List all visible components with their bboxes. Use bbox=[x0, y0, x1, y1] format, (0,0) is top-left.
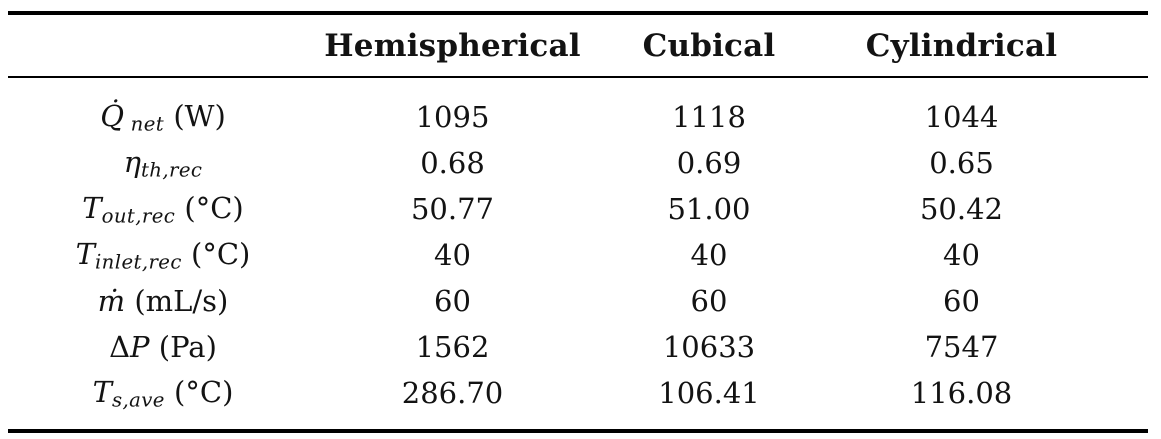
label-part-sub: s,ave bbox=[111, 388, 165, 412]
row-label-net-heat-rate: Q̇ net (W) bbox=[8, 77, 318, 140]
column-header-cubical: Cubical bbox=[587, 13, 831, 78]
row-label-inlet-temperature-receiver: Tinlet,rec (°C) bbox=[8, 232, 318, 278]
row-label-pressure-drop: ΔP (Pa) bbox=[8, 324, 318, 370]
label-part-sub: th,rec bbox=[141, 158, 203, 182]
label-part-var: P bbox=[130, 330, 150, 364]
label-part-unit: (°C) bbox=[164, 374, 234, 409]
value-cell: 50.42 bbox=[919, 192, 1004, 226]
label-part-unit: (°C) bbox=[181, 236, 251, 271]
table-header: Hemispherical Cubical Cylindrical bbox=[8, 13, 1148, 78]
value-cell: 286.70 bbox=[401, 376, 504, 410]
value-cell: 0.69 bbox=[676, 146, 742, 180]
label-part-unit: (W) bbox=[164, 98, 226, 133]
column-header-hemispherical: Hemispherical bbox=[318, 13, 587, 78]
receiver-comparison-table: Hemispherical Cubical Cylindrical Q̇ net… bbox=[8, 11, 1148, 433]
value-cell: 1044 bbox=[924, 100, 999, 134]
table-body: Q̇ net (W) 1095 1118 1044 ηth,rec 0.68 0.69 0.6… bbox=[8, 77, 1148, 431]
table-row-mass-flow-rate: ṁ (mL/s) 60 60 60 bbox=[8, 278, 1148, 324]
value-cell: 1118 bbox=[672, 100, 746, 134]
table-row-inlet-temperature-receiver: Tinlet,rec (°C) 40 40 40 bbox=[8, 232, 1148, 278]
label-part-unit: (°C) bbox=[175, 190, 244, 225]
value-cell: 60 bbox=[434, 284, 471, 318]
table-row-net-heat-rate: Q̇ net (W) 1095 1118 1044 bbox=[8, 77, 1148, 140]
value-cell: 106.41 bbox=[658, 376, 760, 410]
value-cell: 50.77 bbox=[410, 192, 495, 226]
value-cell: 40 bbox=[943, 238, 980, 272]
value-cell: 60 bbox=[690, 284, 728, 318]
label-part-var: T bbox=[82, 190, 102, 225]
header-row: Hemispherical Cubical Cylindrical bbox=[8, 13, 1148, 78]
value-cell: 60 bbox=[943, 284, 980, 318]
label-part-sub: out,rec bbox=[101, 204, 176, 228]
value-cell: 0.68 bbox=[420, 146, 485, 180]
label-part-var: Q̇ bbox=[100, 98, 124, 133]
value-cell: 40 bbox=[690, 238, 728, 272]
results-table-container: Hemispherical Cubical Cylindrical Q̇ net… bbox=[8, 11, 1148, 433]
row-label-thermal-efficiency-receiver: ηth,rec bbox=[8, 140, 318, 186]
row-label-mass-flow-rate: ṁ (mL/s) bbox=[8, 278, 318, 324]
table-row-pressure-drop: ΔP (Pa) 1562 10633 7547 bbox=[8, 324, 1148, 370]
label-part-sym: Δ bbox=[109, 330, 131, 364]
value-cell: 7547 bbox=[924, 330, 999, 364]
table-row-outlet-temperature-receiver: Tout,rec (°C) 50.77 51.00 50.42 bbox=[8, 186, 1148, 232]
label-part-var: T bbox=[92, 374, 112, 409]
table-row-average-surface-temperature: Ts,ave (°C) 286.70 106.41 116.08 bbox=[8, 370, 1148, 431]
label-part-var: ṁ bbox=[97, 284, 126, 318]
label-part-unit: (Pa) bbox=[149, 330, 217, 364]
value-cell: 0.65 bbox=[929, 146, 994, 180]
row-label-outlet-temperature-receiver: Tout,rec (°C) bbox=[8, 186, 318, 232]
label-part-sub: net bbox=[124, 112, 165, 136]
value-cell: 116.08 bbox=[910, 376, 1013, 410]
value-cell: 40 bbox=[434, 238, 471, 272]
table-row-thermal-efficiency-receiver: ηth,rec 0.68 0.69 0.65 bbox=[8, 140, 1148, 186]
value-cell: 51.00 bbox=[667, 192, 751, 226]
value-cell: 1095 bbox=[415, 100, 490, 134]
label-part-unit: (mL/s) bbox=[125, 284, 229, 318]
label-part-var: η bbox=[123, 144, 141, 179]
value-cell: 1562 bbox=[415, 330, 490, 364]
column-header-cylindrical: Cylindrical bbox=[831, 13, 1148, 78]
column-header-parameter bbox=[8, 13, 318, 78]
label-part-var: T bbox=[75, 236, 95, 271]
label-part-sub: inlet,rec bbox=[94, 250, 182, 274]
value-cell: 10633 bbox=[662, 330, 756, 364]
row-label-average-surface-temperature: Ts,ave (°C) bbox=[8, 370, 318, 431]
